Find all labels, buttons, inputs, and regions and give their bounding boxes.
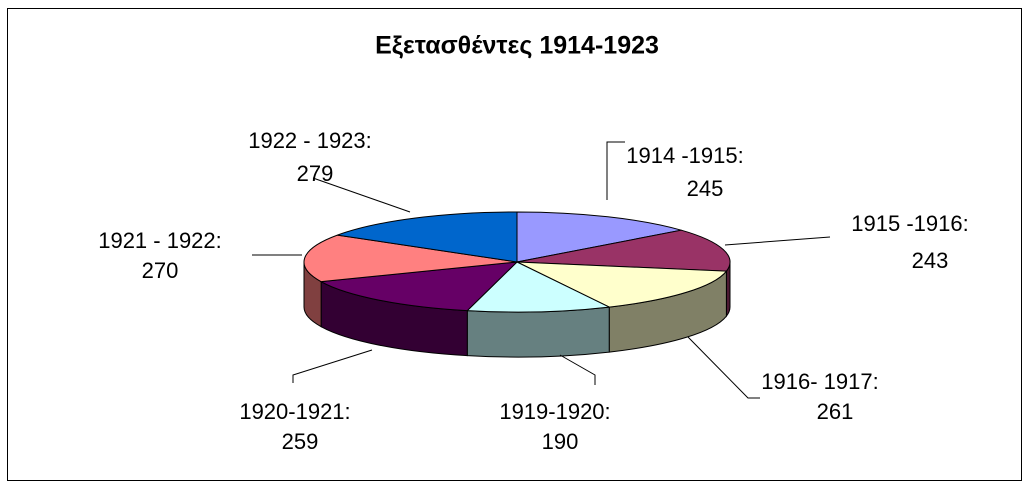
leader-line [724, 236, 831, 246]
slice-label: 1921 - 1922: [98, 228, 222, 253]
slice-label: 1914 -1915: [626, 143, 743, 168]
leader-line [606, 141, 625, 200]
slice-value: 259 [282, 429, 319, 454]
slice-value: 279 [297, 161, 334, 186]
pie-slice [516, 261, 728, 308]
leader-line [292, 349, 373, 383]
leader-line [559, 354, 596, 385]
chart-title: Εξετασθέντες 1914-1923 [375, 32, 659, 60]
slice-label: 1919-1920: [499, 399, 610, 424]
slice-value: 243 [912, 248, 949, 273]
leader-line [687, 336, 760, 399]
slice-label: 1916- 1917: [761, 369, 878, 394]
pie-slice [303, 234, 518, 283]
slice-value: 245 [687, 176, 724, 201]
leader-line [312, 177, 411, 213]
slice-value: 270 [142, 258, 179, 283]
slice-label: 1920-1921: [239, 399, 350, 424]
slice-value: 190 [542, 429, 579, 454]
pie-slice-side [466, 306, 610, 358]
pie-slice [466, 261, 611, 313]
slice-value: 261 [817, 399, 854, 424]
slice-label: 1922 - 1923: [248, 128, 372, 153]
slice-label: 1915 -1916: [851, 211, 968, 236]
pie-slice [319, 261, 519, 312]
pie-slice [516, 211, 682, 263]
pie-slice [516, 229, 731, 272]
pie-slice [337, 211, 518, 263]
